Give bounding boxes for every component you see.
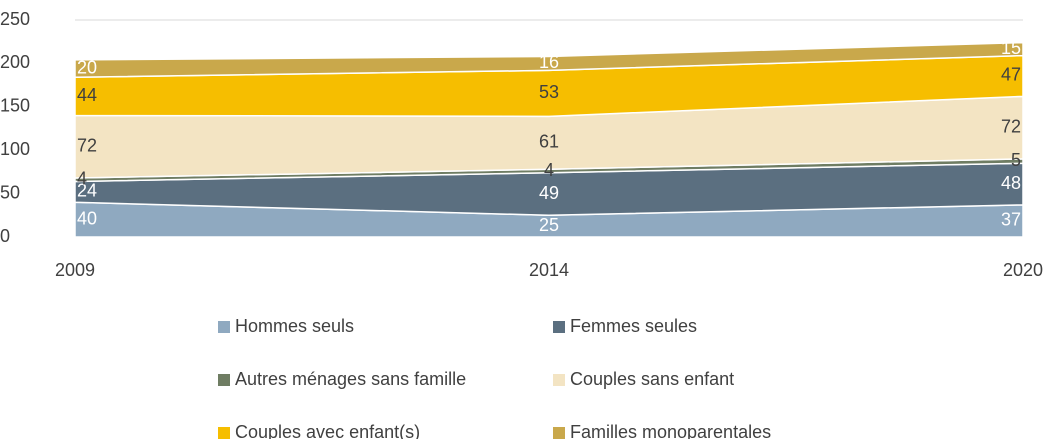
legend-label: Couples avec enfant(s)	[235, 422, 420, 439]
data-label: 44	[77, 85, 97, 105]
y-tick-label: 0	[0, 226, 10, 246]
data-label: 48	[1001, 173, 1021, 193]
data-label: 5	[1011, 150, 1021, 170]
data-label: 53	[539, 82, 559, 102]
data-label: 49	[539, 183, 559, 203]
data-label: 4	[544, 160, 554, 180]
data-label: 20	[77, 57, 97, 77]
legend-swatch	[218, 374, 230, 386]
data-label: 4	[77, 168, 87, 188]
data-label: 25	[539, 215, 559, 235]
y-tick-label: 100	[0, 139, 30, 159]
x-tick-label: 2009	[55, 260, 95, 280]
x-tick-label: 2020	[1003, 260, 1043, 280]
data-label: 15	[1001, 38, 1021, 58]
legend-label: Familles monoparentales	[570, 422, 771, 439]
legend-swatch	[553, 427, 565, 439]
area	[74, 41, 1024, 79]
y-tick-label: 50	[0, 182, 20, 202]
y-tick-label: 200	[0, 52, 30, 72]
y-tick-label: 150	[0, 96, 30, 116]
legend-swatch	[218, 321, 230, 333]
data-label: 24	[77, 181, 97, 201]
data-label: 61	[539, 132, 559, 152]
data-label: 37	[1001, 210, 1021, 230]
legend-label: Couples sans enfant	[570, 369, 734, 389]
y-tick-label: 250	[0, 9, 30, 29]
data-label: 47	[1001, 65, 1021, 85]
data-label: 72	[77, 135, 97, 155]
legend-label: Femmes seules	[570, 316, 697, 336]
x-tick-label: 2014	[529, 260, 569, 280]
legend-label: Autres ménages sans famille	[235, 369, 466, 389]
legend-label: Hommes seuls	[235, 316, 354, 336]
legend-swatch	[218, 427, 230, 439]
data-label: 16	[539, 52, 559, 72]
legend-swatch	[553, 321, 565, 333]
data-label: 72	[1001, 116, 1021, 136]
data-label: 40	[77, 208, 97, 228]
legend-swatch	[553, 374, 565, 386]
